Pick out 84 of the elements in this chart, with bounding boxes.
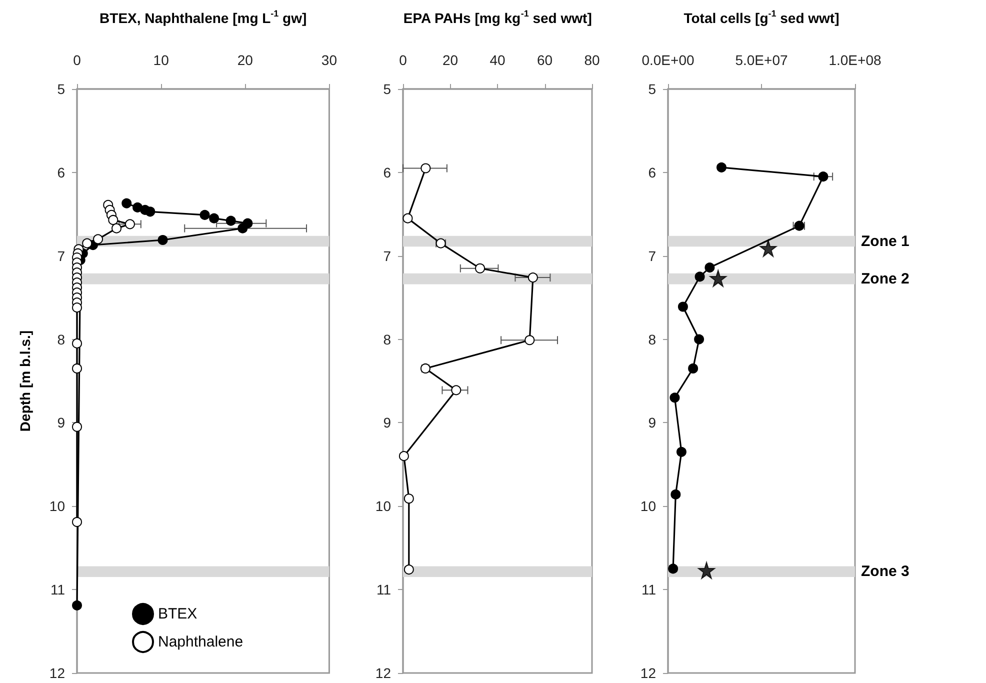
x-tick-label: 0	[399, 52, 408, 68]
y-tick-label: 6	[57, 164, 66, 180]
point	[694, 334, 704, 344]
point	[670, 489, 681, 500]
point	[72, 302, 82, 313]
point	[112, 223, 122, 234]
point	[698, 562, 716, 579]
point	[226, 216, 236, 226]
y-tick-label: 8	[383, 331, 392, 348]
x-tick-label: 20	[442, 52, 458, 68]
legend-label: Naphthalene	[158, 634, 244, 650]
point	[158, 235, 168, 246]
point	[404, 564, 414, 575]
point	[108, 214, 118, 225]
point	[716, 162, 726, 172]
band-label: Zone 2	[861, 270, 910, 288]
y-tick-label: 8	[57, 331, 66, 348]
point	[670, 392, 680, 403]
y-tick-label: 5	[57, 81, 66, 97]
x-tick-label: 30	[321, 52, 338, 68]
x-tick-label: 40	[490, 52, 506, 68]
point	[122, 198, 132, 208]
point	[72, 422, 82, 432]
point	[402, 213, 413, 224]
point	[420, 163, 431, 174]
point	[688, 363, 698, 374]
y-tick-label: 12	[49, 665, 66, 681]
y-tick-label: 9	[648, 414, 656, 431]
point	[475, 263, 486, 274]
point	[72, 338, 82, 348]
point	[524, 335, 535, 346]
point	[694, 272, 705, 282]
y-tick-label: 11	[50, 582, 66, 598]
x-tick-label: 60	[536, 52, 553, 68]
band-label: Zone 1	[861, 232, 910, 250]
point	[676, 446, 686, 457]
y-tick-label: 7	[648, 248, 656, 264]
point	[760, 240, 777, 257]
y-tick-label: 5	[383, 81, 392, 97]
y-tick-label: 10	[49, 498, 66, 514]
point	[132, 202, 143, 212]
point	[200, 210, 210, 220]
point	[710, 270, 727, 287]
y-tick-label: 6	[648, 164, 656, 180]
point	[72, 600, 82, 610]
y-tick-label: 8	[648, 331, 656, 348]
point	[209, 213, 220, 224]
y-tick-label: 5	[648, 81, 656, 97]
band-label: Zone 3	[861, 563, 910, 580]
legend-label: BTEX	[158, 606, 198, 622]
point	[704, 262, 715, 273]
point	[93, 234, 104, 244]
point	[678, 302, 688, 312]
y-tick-label: 6	[383, 164, 392, 180]
x-tick-label: 0	[73, 52, 82, 68]
y-tick-label: 11	[641, 582, 656, 598]
y-tick-label: 7	[57, 248, 66, 264]
x-tick-label: 5.0E+07	[735, 52, 788, 68]
point	[528, 272, 538, 283]
point	[668, 564, 678, 574]
y-tick-label: 10	[375, 498, 392, 514]
y-tick-label: 9	[383, 414, 392, 431]
y-tick-label: 9	[57, 414, 66, 431]
y-tick-label: 7	[383, 248, 392, 264]
point	[238, 223, 248, 234]
x-tick-label: 1.0E+08	[828, 52, 882, 68]
point	[82, 238, 92, 248]
y-tick-label: 12	[640, 665, 656, 681]
x-tick-label: 80	[584, 52, 600, 68]
y-tick-label: 11	[376, 582, 392, 598]
point	[72, 516, 82, 527]
y-tick-label: 12	[375, 665, 392, 681]
x-tick-label: 20	[237, 52, 254, 68]
point	[404, 494, 414, 504]
point	[72, 363, 82, 374]
point	[451, 385, 462, 396]
y-tick-label: 10	[640, 498, 656, 514]
x-tick-label: 0.0E+00	[642, 52, 694, 68]
point	[398, 451, 409, 462]
x-tick-label: 10	[153, 52, 170, 68]
point	[124, 219, 135, 230]
point	[818, 172, 828, 182]
y-axis-title: Depth [m b.l.s.]	[17, 330, 33, 432]
point	[145, 206, 156, 217]
